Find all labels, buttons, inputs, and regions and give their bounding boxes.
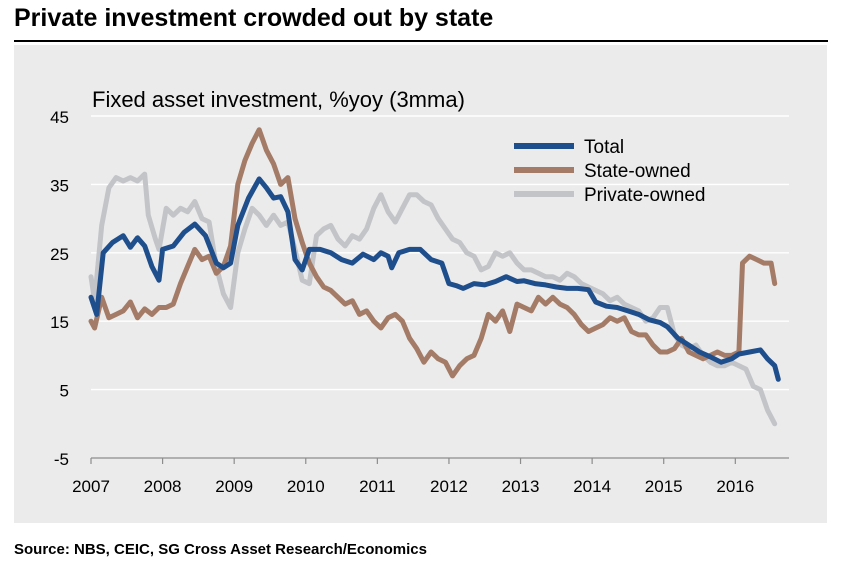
x-tick-label: 2009 [215, 477, 253, 496]
x-tick-label: 2016 [716, 477, 754, 496]
x-tick-label: 2012 [430, 477, 468, 496]
page-title: Private investment crowded out by state [14, 4, 494, 32]
series-line-state-owned [88, 127, 778, 379]
y-tick-label: 5 [60, 382, 69, 401]
fixed-asset-investment-chart: 45 35 25 15 5 -5 2007 2008 2009 2010 2011 2012 2013… [50, 87, 789, 496]
x-tick-label: 2007 [72, 477, 110, 496]
legend-label: State-owned [584, 161, 691, 182]
source-note: Source: NBS, CEIC, SG Cross Asset Resear… [14, 541, 427, 558]
chart-subtitle: Fixed asset investment, %yoy (3mma) [92, 87, 465, 112]
series-line-private-owned [88, 171, 778, 427]
series-line-total [88, 176, 781, 382]
x-tick-label: 2013 [502, 477, 540, 496]
y-tick-label: 15 [50, 313, 69, 332]
y-tick-label: -5 [54, 450, 69, 469]
series-lines [88, 127, 781, 427]
legend-label: Private-owned [584, 185, 705, 206]
x-tick-label: 2008 [144, 477, 182, 496]
x-axis: 2007 2008 2009 2010 2011 2012 2013 2014 2015 2016 [72, 457, 789, 496]
x-tick-label: 2010 [287, 477, 325, 496]
x-tick-label: 2014 [573, 477, 611, 496]
title-rule [14, 40, 828, 42]
gridlines [91, 115, 789, 391]
y-axis: 45 35 25 15 5 -5 [50, 108, 69, 469]
legend-label: Total [584, 137, 624, 158]
y-tick-label: 35 [50, 176, 69, 195]
x-tick-label: 2011 [359, 477, 396, 496]
y-tick-label: 45 [50, 108, 69, 127]
x-tick-label: 2015 [645, 477, 683, 496]
legend: Total State-owned Private-owned [514, 137, 705, 206]
y-tick-label: 25 [50, 245, 69, 264]
chart-panel [14, 45, 827, 523]
